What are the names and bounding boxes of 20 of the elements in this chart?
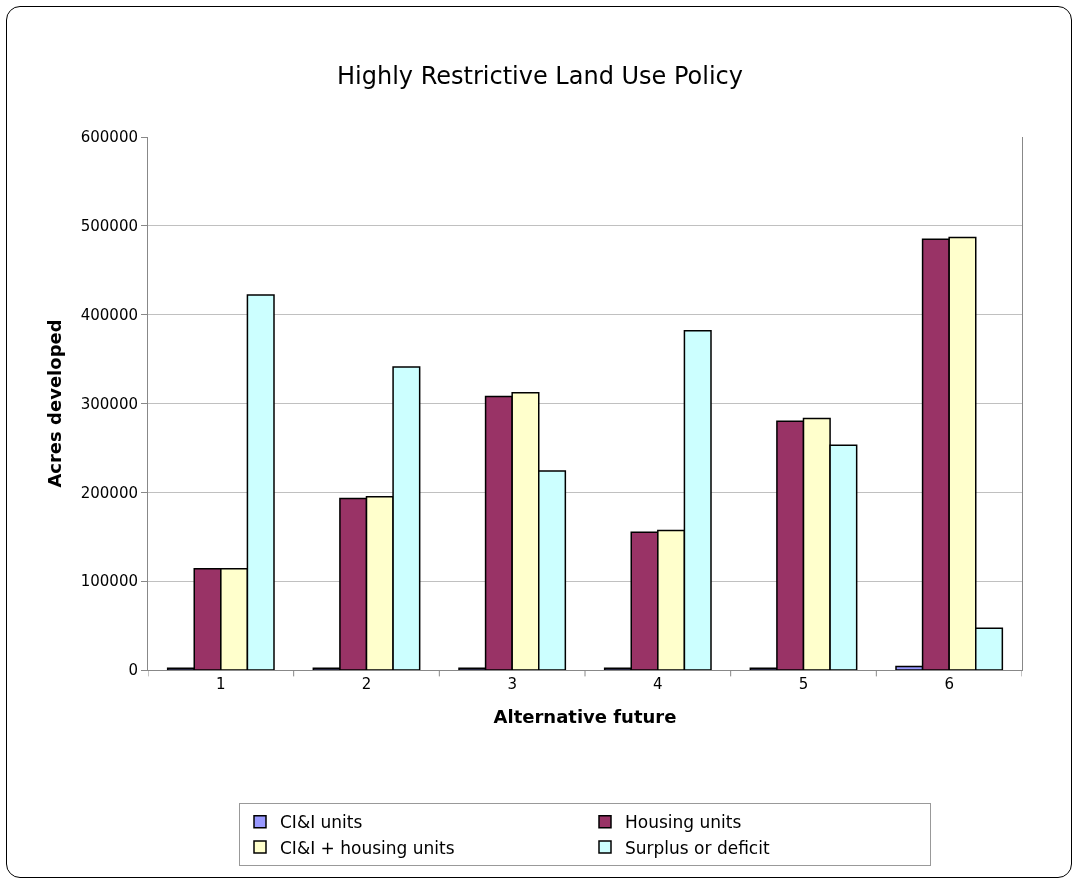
legend-label: Housing units xyxy=(625,812,742,833)
y-tick-label: 200000 xyxy=(80,483,138,502)
x-tick-label: 1 xyxy=(216,675,226,693)
x-tick-label: 3 xyxy=(507,675,517,693)
chart-title: Highly Restrictive Land Use Policy xyxy=(337,61,743,90)
y-axis-title: Acres developed xyxy=(43,319,65,488)
legend-label: CI&I units xyxy=(280,812,363,833)
x-axis-title: Alternative future xyxy=(493,706,677,728)
x-tick-label: 2 xyxy=(361,675,372,693)
y-tick-label: 400000 xyxy=(80,305,138,324)
y-tick-label: 100000 xyxy=(80,572,138,591)
y-tick-label: 300000 xyxy=(80,394,138,413)
x-tick-label: 5 xyxy=(798,675,809,693)
y-tick-label: 0 xyxy=(128,661,138,680)
x-tick-label: 4 xyxy=(653,675,663,693)
legend-label: CI&I + housing units xyxy=(280,837,455,858)
legend-label: Surplus or deficit xyxy=(625,837,770,858)
y-tick-label: 500000 xyxy=(80,217,138,236)
x-tick-label: 6 xyxy=(944,675,954,693)
y-tick-label: 600000 xyxy=(80,128,138,147)
